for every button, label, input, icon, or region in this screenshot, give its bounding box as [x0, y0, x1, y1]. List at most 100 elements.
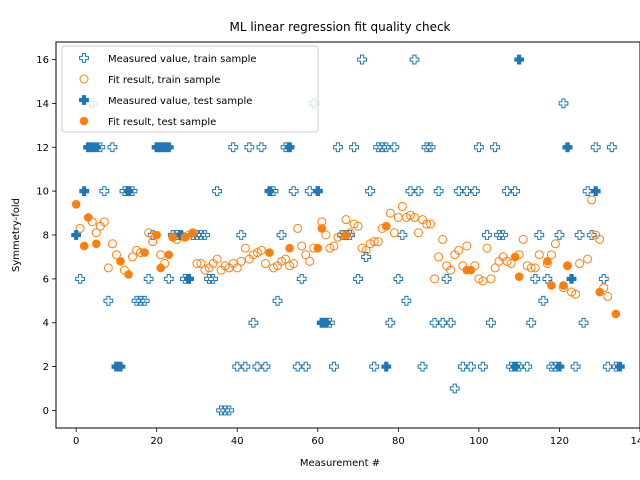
train-measured-point	[224, 405, 235, 416]
train-fit-point	[550, 239, 560, 249]
test-measured-point	[91, 142, 102, 153]
train-fit-point	[240, 243, 250, 253]
train-measured-point	[437, 317, 448, 328]
test-fit-point	[313, 243, 323, 253]
train-measured-point	[433, 186, 444, 197]
x-tick-label: 0	[73, 436, 79, 447]
train-measured-point	[417, 361, 428, 372]
train-measured-point	[598, 273, 609, 284]
x-tick-label: 80	[392, 436, 405, 447]
train-measured-point	[405, 186, 416, 197]
test-measured-point	[312, 186, 323, 197]
x-tick-label: 140	[630, 436, 640, 447]
test-fit-point	[140, 248, 149, 257]
train-measured-point	[582, 186, 593, 197]
y-axis-label: Symmetry-fold	[11, 198, 22, 272]
train-fit-point	[107, 239, 117, 249]
test-fit-point	[79, 241, 89, 251]
x-tick-label: 120	[550, 436, 569, 447]
train-measured-point	[461, 186, 472, 197]
train-measured-point	[522, 361, 533, 372]
train-measured-point	[208, 273, 218, 284]
train-measured-point	[409, 54, 420, 65]
train-measured-point	[538, 295, 549, 306]
train-fit-point	[530, 263, 540, 273]
train-measured-point	[449, 383, 460, 394]
train-fit-point	[236, 256, 246, 266]
train-fit-point	[486, 274, 496, 284]
test-fit-point	[285, 243, 294, 253]
train-fit-point	[385, 208, 395, 218]
train-measured-point	[554, 230, 565, 240]
train-measured-point	[534, 230, 545, 240]
train-fit-point	[434, 252, 444, 262]
train-measured-point	[353, 273, 363, 284]
test-fit-point	[71, 199, 81, 209]
train-measured-point	[75, 273, 86, 284]
test-fit-point	[91, 239, 101, 249]
x-tick-label: 100	[469, 436, 488, 447]
train-fit-point	[446, 265, 456, 275]
test-fit-point	[188, 228, 198, 238]
train-fit-point	[293, 223, 303, 233]
legend-label: Fit result, test sample	[108, 117, 216, 128]
test-fit-point	[156, 263, 166, 273]
train-measured-point	[526, 317, 537, 328]
train-measured-point	[200, 230, 210, 240]
train-measured-point	[256, 142, 267, 153]
train-measured-point	[401, 295, 412, 306]
test-measured-point	[566, 273, 577, 284]
train-fit-point	[144, 228, 154, 238]
train-fit-point	[256, 245, 266, 255]
test-measured-point	[562, 142, 573, 153]
train-fit-point	[430, 274, 440, 284]
train-measured-point	[329, 361, 339, 372]
test-fit-point	[168, 232, 178, 242]
train-measured-point	[578, 317, 589, 328]
test-fit-point	[265, 248, 274, 257]
data-points	[71, 54, 625, 416]
train-measured-point	[570, 361, 581, 372]
test-fit-point	[611, 309, 621, 319]
train-fit-point	[260, 259, 270, 269]
test-fit-point	[341, 230, 351, 240]
y-tick-label: 8	[43, 231, 49, 242]
train-fit-point	[583, 254, 593, 264]
train-fit-point	[526, 263, 536, 273]
test-fit-point	[466, 265, 476, 275]
train-measured-point	[292, 361, 303, 372]
train-fit-point	[534, 250, 544, 260]
train-measured-point	[457, 361, 468, 372]
y-tick-label: 10	[36, 187, 49, 198]
train-measured-point	[236, 230, 247, 240]
train-fit-point	[518, 234, 528, 244]
legend-label: Fit result, train sample	[108, 75, 220, 86]
train-measured-point	[333, 142, 343, 153]
train-measured-point	[365, 186, 376, 197]
train-measured-point	[502, 186, 512, 197]
train-measured-point	[369, 361, 380, 372]
test-fit-point	[543, 257, 552, 266]
train-fit-point	[438, 234, 448, 244]
train-fit-point	[506, 259, 516, 269]
train-measured-point	[99, 186, 110, 197]
train-fit-point	[478, 276, 488, 286]
train-fit-point	[321, 230, 331, 240]
train-fit-point	[369, 237, 379, 247]
test-measured-point	[590, 186, 601, 197]
legend: Measured value, train sample Fit result, …	[61, 45, 319, 133]
train-measured-point	[252, 361, 263, 372]
train-fit-point	[75, 223, 85, 233]
train-fit-point	[454, 245, 464, 255]
train-fit-point	[426, 219, 436, 229]
test-fit-point	[595, 287, 605, 297]
train-fit-point	[373, 237, 383, 247]
train-measured-point	[361, 252, 372, 262]
y-tick-label: 2	[43, 362, 49, 373]
train-fit-point	[196, 259, 206, 269]
train-measured-point	[482, 230, 492, 240]
y-tick-label: 16	[36, 55, 49, 66]
train-fit-point	[587, 195, 597, 205]
train-measured-point	[498, 230, 508, 240]
